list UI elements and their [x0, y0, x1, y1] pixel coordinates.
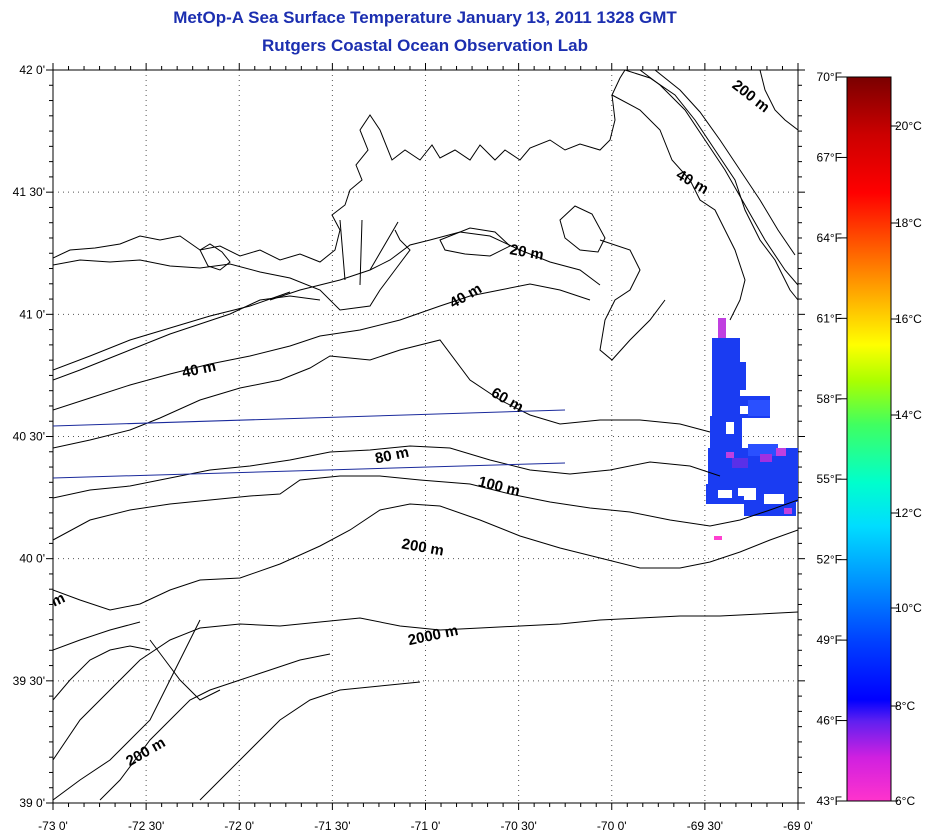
contour-2000m [53, 611, 798, 761]
celsius-label: 18°C [895, 216, 922, 230]
fahrenheit-label: 49°F [817, 633, 842, 647]
lon-label: -70 0' [597, 819, 627, 833]
celsius-label: 16°C [895, 312, 922, 326]
lon-label: -70 30' [500, 819, 536, 833]
contour-100m [53, 475, 798, 541]
contour-label: 40 m [181, 358, 218, 382]
fahrenheit-label: 46°F [817, 714, 842, 728]
lat-label: 41 0' [19, 307, 45, 321]
lon-label: -72 30' [128, 819, 164, 833]
lon-label: -73 0' [38, 819, 68, 833]
fahrenheit-label: 64°F [817, 231, 842, 245]
contour-200m [53, 503, 798, 611]
celsius-label: 10°C [895, 601, 922, 615]
celsius-label: 14°C [895, 408, 922, 422]
lon-label: -71 30' [314, 819, 350, 833]
celsius-label: 8°C [895, 699, 915, 713]
chart-subtitle: Rutgers Coastal Ocean Observation Lab [262, 36, 588, 55]
sst-data-patch [706, 318, 798, 540]
coastline [53, 70, 626, 263]
fahrenheit-label: 67°F [817, 150, 842, 164]
lon-label: -69 0' [783, 819, 813, 833]
contour-label: 20 m [508, 241, 545, 264]
contour-40m [53, 283, 591, 411]
fahrenheit-label: 52°F [817, 553, 842, 567]
transect-lines [53, 409, 566, 479]
lat-label: 41 30' [13, 185, 45, 199]
contour-20m [269, 231, 601, 301]
fahrenheit-label: 43°F [817, 794, 842, 808]
celsius-label: 20°C [895, 119, 922, 133]
bathymetry-contours [53, 70, 798, 801]
fahrenheit-label: 70°F [817, 70, 842, 84]
colorbar [846, 76, 892, 802]
contour-80m [53, 445, 721, 499]
celsius-label: 12°C [895, 506, 922, 520]
graticule [53, 70, 798, 803]
lon-label: -69 30' [687, 819, 723, 833]
lat-label: 42 0' [19, 63, 45, 77]
fahrenheit-label: 58°F [817, 392, 842, 406]
contour-label: 80 m [374, 444, 411, 468]
axis-labels: 42 0' 41 30' 41 0' 40 30' 40 0' 39 30' 39 0' -7… [13, 63, 813, 833]
lon-label: -71 0' [411, 819, 441, 833]
lat-label: 40 0' [19, 552, 45, 566]
celsius-label: 6°C [895, 794, 915, 808]
lat-label: 40 30' [13, 430, 45, 444]
lat-label: 39 0' [19, 796, 45, 810]
lat-label: 39 30' [13, 674, 45, 688]
island [439, 227, 511, 257]
fahrenheit-label: 55°F [817, 472, 842, 486]
colorbar-labels: 70°F 67°F 64°F 61°F 58°F 55°F 52°F 49°F 46°F 43°F… [817, 70, 923, 808]
contour-60m [53, 339, 711, 449]
chart-title: MetOp-A Sea Surface Temperature January … [173, 8, 677, 27]
axis-ticks [46, 63, 805, 810]
fahrenheit-label: 61°F [817, 311, 842, 325]
lon-label: -72 0' [224, 819, 254, 833]
cape-cod [611, 94, 746, 321]
